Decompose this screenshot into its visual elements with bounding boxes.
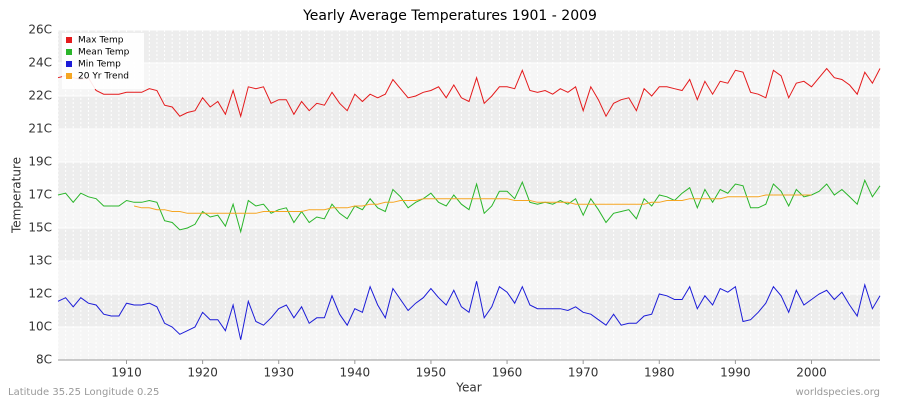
y-tick-label: 21C <box>28 122 52 136</box>
series-line <box>57 281 881 340</box>
y-tick-label: 17C <box>28 188 52 202</box>
x-tick-label: 1940 <box>340 366 371 380</box>
legend-swatch <box>66 61 72 67</box>
x-tick-label: 2000 <box>796 366 827 380</box>
legend-swatch <box>66 37 72 43</box>
legend-swatch <box>66 49 72 55</box>
legend-label: Max Temp <box>78 36 124 46</box>
y-tick-label: 24C <box>28 56 52 70</box>
x-axis-label: Year <box>455 381 481 395</box>
x-tick-label: 1930 <box>263 366 294 380</box>
chart-title: Yearly Average Temperatures 1901 - 2009 <box>302 8 597 24</box>
series-line <box>57 178 881 234</box>
plot-area <box>57 29 881 361</box>
y-tick-label: 8C <box>36 353 52 367</box>
grid-band <box>58 129 880 162</box>
x-tick-label: 1990 <box>720 366 751 380</box>
x-tick-label: 1980 <box>644 366 675 380</box>
x-tick-label: 1910 <box>111 366 142 380</box>
y-axis-label: Temperature <box>10 157 24 234</box>
x-tick-label: 1960 <box>492 366 523 380</box>
series-line <box>133 194 812 214</box>
y-tick-label: 10C <box>28 320 52 334</box>
y-tick-label: 19C <box>28 155 52 169</box>
legend-label: Mean Temp <box>78 48 130 58</box>
x-tick-label: 1970 <box>568 366 599 380</box>
series-line <box>57 67 881 119</box>
legend-box <box>62 33 144 89</box>
y-tick-label: 26C <box>28 23 52 37</box>
y-tick-label: 15C <box>28 221 52 235</box>
grid-band <box>58 228 880 261</box>
x-tick-label: 1950 <box>416 366 447 380</box>
footer-right: worldspecies.org <box>796 387 880 398</box>
legend-swatch <box>66 73 72 79</box>
y-tick-label: 22C <box>28 89 52 103</box>
y-tick-label: 13C <box>28 254 52 268</box>
legend-label: 20 Yr Trend <box>78 72 129 82</box>
footer-left: Latitude 35.25 Longitude 0.25 <box>8 387 159 398</box>
x-tick-label: 1920 <box>187 366 218 380</box>
grid-band <box>58 261 880 294</box>
legend-label: Min Temp <box>78 60 121 70</box>
y-tick-label: 12C <box>28 287 52 301</box>
